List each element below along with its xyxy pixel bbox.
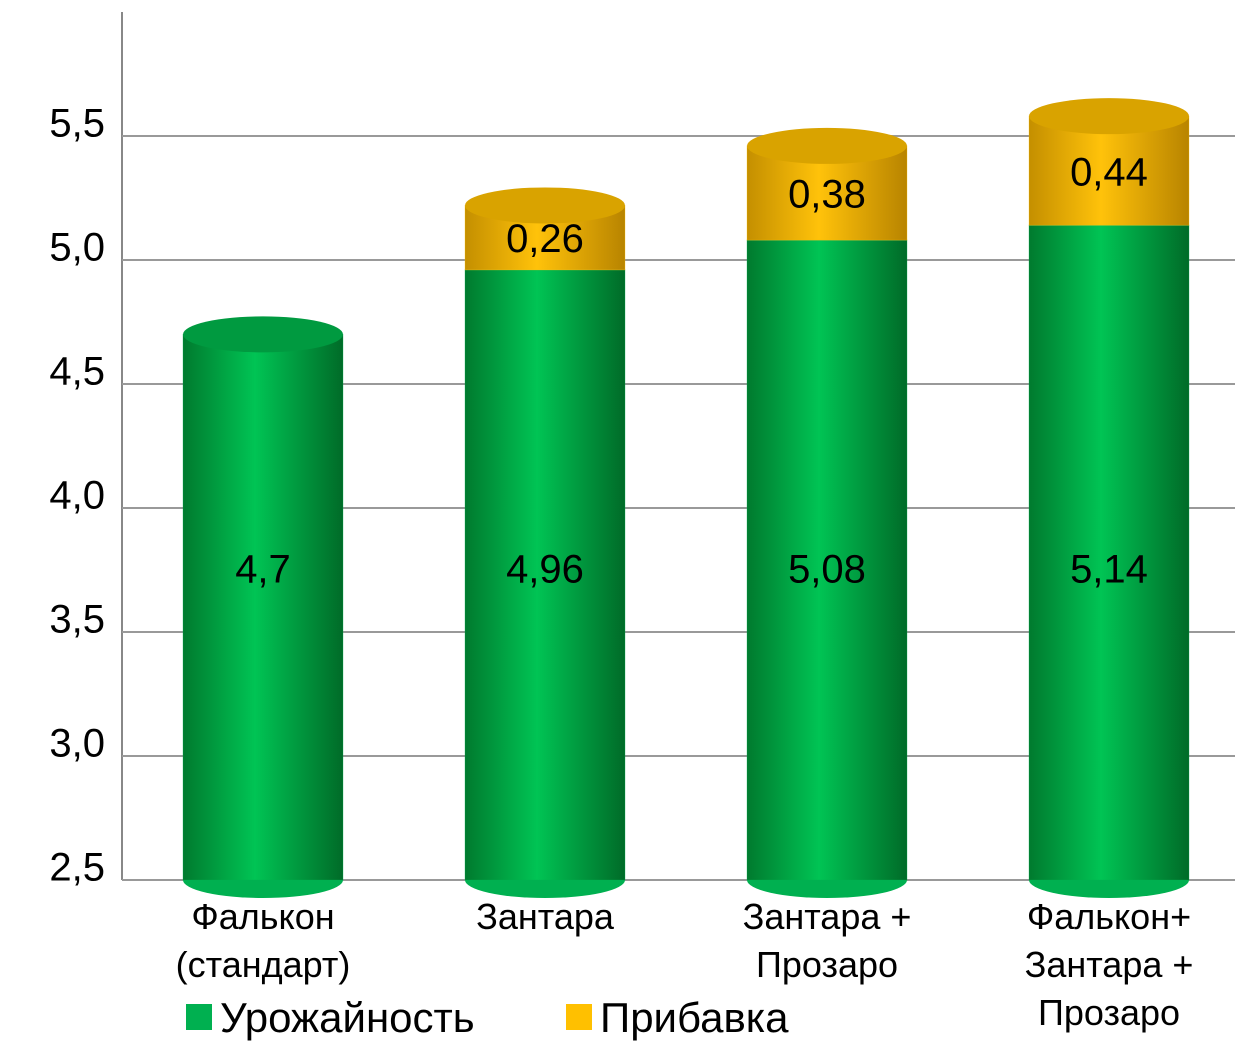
bar — [746, 239, 908, 881]
data-label: 5,14 — [1070, 548, 1148, 592]
bar — [1028, 115, 1190, 226]
x-tick-label: Зантара + Прозаро — [742, 896, 912, 985]
bar-cap — [465, 187, 625, 224]
data-label: 0,44 — [1070, 150, 1148, 194]
data-label: 0,26 — [506, 217, 584, 261]
data-label: 0,38 — [788, 173, 866, 217]
x-tick-label: Фалькон (стандарт) — [175, 896, 351, 985]
x-tick-label: Зантара — [476, 896, 614, 937]
y-tick-label: 3,0 — [49, 722, 105, 766]
bar-cap — [1029, 98, 1189, 135]
bar-cap — [183, 316, 343, 353]
y-tick-label: 3,5 — [49, 598, 105, 642]
legend-swatch — [566, 1004, 592, 1030]
data-label: 4,7 — [235, 548, 291, 592]
bar-cap — [747, 127, 907, 164]
legend-swatch — [186, 1004, 212, 1030]
y-tick-label: 5,5 — [49, 102, 105, 146]
y-tick-label: 4,5 — [49, 350, 105, 394]
x-tick-label: Фалькон+ Зантара + Прозаро — [1024, 896, 1194, 1033]
legend-label: Урожайность — [220, 994, 475, 1041]
legend-label: Прибавка — [600, 994, 789, 1041]
bar — [1028, 224, 1190, 881]
bar — [464, 269, 626, 881]
data-label: 4,96 — [506, 548, 584, 592]
y-tick-label: 2,5 — [49, 846, 105, 890]
y-tick-label: 5,0 — [49, 226, 105, 270]
bar — [182, 333, 344, 881]
y-tick-label: 4,0 — [49, 474, 105, 518]
data-label: 5,08 — [788, 548, 866, 592]
